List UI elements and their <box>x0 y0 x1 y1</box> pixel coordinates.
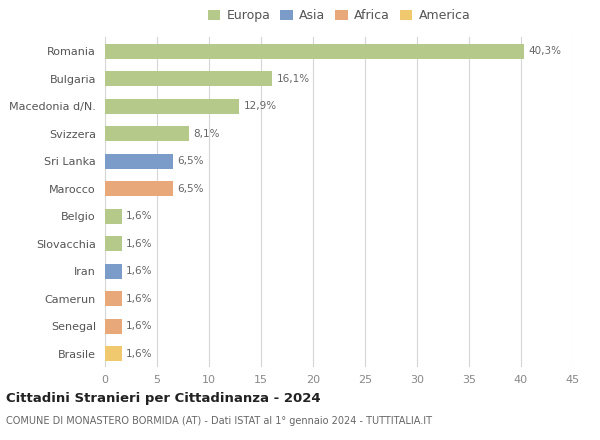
Bar <box>105 154 173 169</box>
Text: 1,6%: 1,6% <box>126 211 152 221</box>
Bar <box>105 44 524 59</box>
Legend: Europa, Asia, Africa, America: Europa, Asia, Africa, America <box>205 7 473 25</box>
Text: 1,6%: 1,6% <box>126 238 152 249</box>
Bar <box>105 126 189 141</box>
Text: 12,9%: 12,9% <box>244 101 277 111</box>
Text: 1,6%: 1,6% <box>126 348 152 359</box>
Text: COMUNE DI MONASTERO BORMIDA (AT) - Dati ISTAT al 1° gennaio 2024 - TUTTITALIA.IT: COMUNE DI MONASTERO BORMIDA (AT) - Dati … <box>6 416 432 426</box>
Text: 8,1%: 8,1% <box>193 128 220 139</box>
Bar <box>105 319 122 334</box>
Bar <box>105 236 122 251</box>
Bar <box>105 346 122 361</box>
Text: 1,6%: 1,6% <box>126 321 152 331</box>
Bar <box>105 209 122 224</box>
Bar <box>105 264 122 279</box>
Bar <box>105 99 239 114</box>
Text: 1,6%: 1,6% <box>126 266 152 276</box>
Bar <box>105 71 272 86</box>
Bar <box>105 181 173 196</box>
Text: 6,5%: 6,5% <box>177 183 203 194</box>
Text: 16,1%: 16,1% <box>277 73 310 84</box>
Bar <box>105 291 122 306</box>
Text: 6,5%: 6,5% <box>177 156 203 166</box>
Text: Cittadini Stranieri per Cittadinanza - 2024: Cittadini Stranieri per Cittadinanza - 2… <box>6 392 320 405</box>
Text: 40,3%: 40,3% <box>528 46 561 56</box>
Text: 1,6%: 1,6% <box>126 293 152 304</box>
